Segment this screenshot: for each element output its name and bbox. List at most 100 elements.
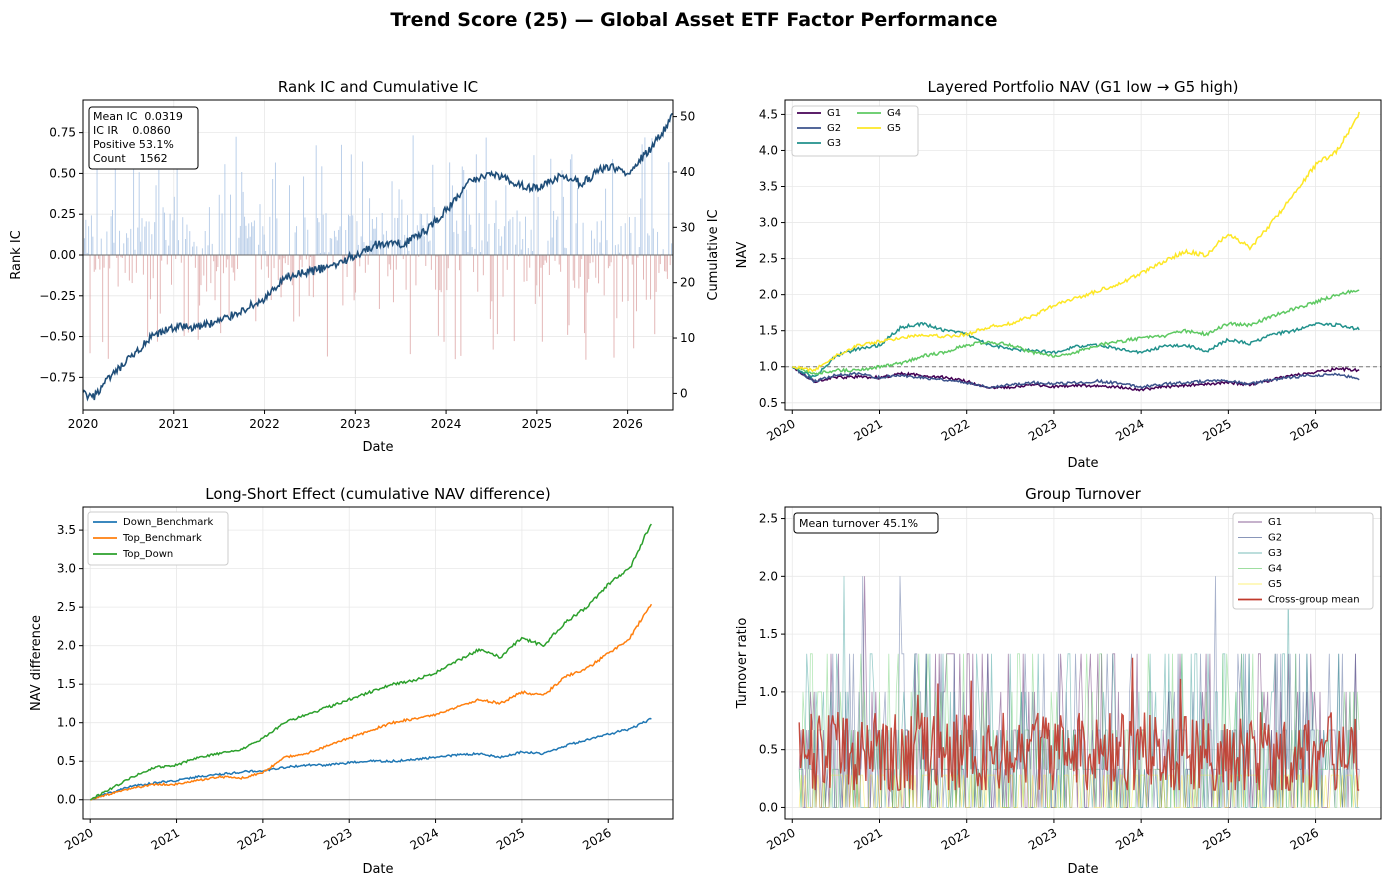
legend-label: G1 — [827, 108, 841, 119]
panel-turnover: Group Turnover 0.0 0.5 1.0 1.5 2.0 2.5 2020 20… — [735, 485, 1382, 877]
panel-long-short-xlabel: Date — [362, 862, 393, 877]
panel-long-short-frame — [82, 506, 674, 820]
turnover-line-g5 — [798, 774, 1360, 808]
series-line-g2 — [791, 366, 1360, 390]
x-tick-label: 2026 — [1288, 416, 1321, 443]
x-tick-label: 2021 — [852, 825, 885, 852]
y-tick-label: 2.0 — [57, 639, 76, 653]
x-tick-label: 2020 — [764, 825, 797, 852]
y2-tick-label: 40 — [680, 165, 695, 179]
stats-count: Count 1562 — [93, 152, 168, 165]
y-tick-label: 1.5 — [57, 677, 76, 691]
panel-rank-ic-stats-box: Mean IC 0.0319 IC IR 0.0860 Positive 53.… — [88, 106, 199, 170]
y-tick-label: 1.0 — [759, 685, 778, 699]
panel-long-short-title: Long-Short Effect (cumulative NAV differ… — [205, 485, 550, 503]
y2-tick-label: 30 — [680, 220, 695, 234]
y-tick-label: 2.5 — [759, 252, 778, 266]
x-tick-label: 2025 — [1200, 416, 1233, 443]
y-tick-label: 0.25 — [49, 207, 76, 221]
panel-layered-nav-title: Layered Portfolio NAV (G1 low → G5 high) — [927, 78, 1238, 96]
panel-turnover-stats-box: Mean turnover 45.1% — [793, 512, 939, 534]
x-tick-label: 2024 — [431, 417, 462, 431]
panel-rank-ic-title: Rank IC and Cumulative IC — [278, 78, 478, 96]
series-line-g1 — [791, 366, 1360, 392]
x-tick-label: 2020 — [764, 416, 797, 443]
legend-label: G3 — [827, 138, 841, 149]
legend-label: Top_Down — [122, 549, 173, 560]
panel-layered-nav-ylabel: NAV — [735, 242, 750, 269]
legend-label: G5 — [1268, 579, 1282, 590]
y-tick-label: 2.5 — [759, 512, 778, 526]
turnover-line-g4 — [798, 653, 1360, 808]
legend-label: Down_Benchmark — [123, 517, 214, 528]
panel-turnover-ylabel: Turnover ratio — [735, 618, 750, 710]
legend-label: G2 — [827, 123, 841, 134]
y-tick-label: −0.75 — [39, 370, 76, 384]
y-tick-label: 4.0 — [759, 143, 778, 157]
x-tick-label: 2022 — [235, 825, 268, 852]
series-line-top-down — [89, 523, 652, 801]
x-tick-label: 2024 — [408, 825, 441, 852]
panel-long-short-ylabel: NAV difference — [29, 615, 44, 711]
x-tick-label: 2020 — [68, 417, 99, 431]
y2-tick-label: 0 — [680, 386, 688, 400]
stats-ic-ir: IC IR 0.0860 — [93, 124, 171, 137]
legend-label: G4 — [1268, 564, 1282, 575]
y-tick-label: 0.0 — [57, 793, 76, 807]
panel-long-short: Long-Short Effect (cumulative NAV differ… — [29, 485, 674, 877]
y-tick-label: 4.5 — [759, 107, 778, 121]
x-tick-label: 2022 — [249, 417, 280, 431]
panel-long-short-legend: Down_Benchmark Top_Benchmark Top_Down — [87, 511, 229, 566]
x-tick-label: 2023 — [1026, 416, 1059, 443]
x-tick-label: 2020 — [62, 825, 95, 852]
y-tick-label: 0.0 — [759, 800, 778, 814]
y-tick-label: 3.0 — [759, 216, 778, 230]
x-tick-label: 2024 — [1113, 416, 1146, 443]
y2-tick-label: 10 — [680, 331, 695, 345]
y-tick-label: 2.0 — [759, 288, 778, 302]
cross-group-mean-line — [798, 657, 1360, 793]
turnover-line-g1 — [798, 576, 1360, 808]
x-tick-label: 2026 — [612, 417, 643, 431]
legend-label: G1 — [1268, 517, 1282, 528]
stats-positive: Positive 53.1% — [93, 138, 174, 151]
y-tick-label: 3.0 — [57, 562, 76, 576]
y-tick-label: 1.5 — [759, 627, 778, 641]
panel-rank-ic-ylabel: Rank IC — [9, 230, 24, 280]
x-tick-label: 2025 — [494, 825, 527, 852]
panel-turnover-xlabel: Date — [1067, 862, 1098, 877]
y2-tick-label: 20 — [680, 276, 695, 290]
x-tick-label: 2025 — [522, 417, 553, 431]
y-tick-label: −0.25 — [39, 289, 76, 303]
panel-turnover-title: Group Turnover — [1025, 485, 1142, 503]
x-tick-label: 2021 — [852, 416, 885, 443]
panel-layered-nav-frame — [784, 99, 1382, 411]
y-tick-label: 0.75 — [49, 126, 76, 140]
cumulative-ic-line — [82, 113, 673, 402]
y-tick-label: 2.0 — [759, 569, 778, 583]
x-tick-label: 2024 — [1113, 825, 1146, 852]
y2-tick-label: 50 — [680, 110, 695, 124]
x-tick-label: 2022 — [939, 416, 972, 443]
legend-label: G4 — [887, 108, 901, 119]
figure-suptitle: Trend Score (25) — Global Asset ETF Fact… — [390, 9, 997, 31]
x-tick-label: 2023 — [1026, 825, 1059, 852]
x-tick-label: 2023 — [340, 417, 371, 431]
y-tick-label: 0.5 — [759, 396, 778, 410]
y-tick-label: 0.5 — [57, 754, 76, 768]
legend-label: Top_Benchmark — [122, 533, 202, 544]
x-tick-label: 2025 — [1200, 825, 1233, 852]
series-line-top-benchmark — [90, 603, 653, 801]
panel-rank-ic-ylabel2: Cumulative IC — [706, 209, 721, 300]
panel-turnover-legend: G1 G2 G3 G4 G5 Cross-group mean — [1232, 512, 1374, 610]
panel-rank-ic: Rank IC and Cumulative IC −0.75 −0.50 −0.2… — [9, 78, 721, 455]
panel-layered-nav-xlabel: Date — [1067, 456, 1098, 471]
x-tick-label: 2021 — [158, 417, 189, 431]
legend-label: Cross-group mean — [1268, 595, 1360, 606]
y-tick-label: 3.5 — [759, 180, 778, 194]
legend-label: G5 — [887, 123, 901, 134]
y-tick-label: 0.5 — [759, 743, 778, 757]
series-line-g4 — [791, 289, 1360, 376]
y-tick-label: 0.50 — [49, 166, 76, 180]
turnover-mean-text: Mean turnover 45.1% — [799, 517, 918, 530]
